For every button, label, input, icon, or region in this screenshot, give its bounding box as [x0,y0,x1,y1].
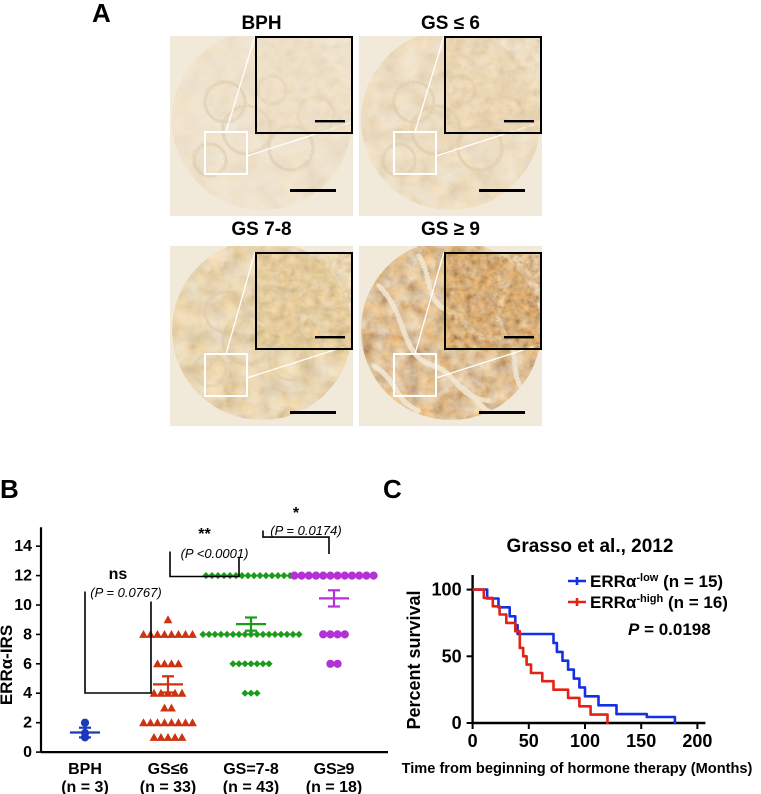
svg-text:Time from beginning of hormone: Time from beginning of hormone therapy (… [402,761,753,777]
svg-text:(P <0.0001): (P <0.0001) [181,546,249,561]
svg-text:10: 10 [14,597,32,614]
svg-text:100: 100 [432,580,462,600]
svg-text:*: * [293,505,300,522]
svg-text:50: 50 [519,731,539,751]
svg-text:50: 50 [442,646,462,666]
svg-text:BPH: BPH [68,761,102,778]
svg-text:0: 0 [468,731,478,751]
svg-text:0: 0 [452,713,462,733]
svg-text:(n = 43): (n = 43) [223,779,279,794]
svg-text:8: 8 [23,626,32,643]
svg-text:(n = 18): (n = 18) [306,779,362,794]
svg-text:P = 0.0198: P = 0.0198 [628,620,711,639]
svg-text:GS≥9: GS≥9 [314,761,355,778]
svg-text:2: 2 [23,715,32,732]
svg-text:100: 100 [570,731,600,751]
svg-text:(n = 3): (n = 3) [61,779,109,794]
svg-text:GS=7-8: GS=7-8 [223,761,279,778]
svg-text:ERRα-high (n = 16): ERRα-high (n = 16) [590,593,728,612]
svg-text:0: 0 [23,744,32,761]
svg-text:(P = 0.0767): (P = 0.0767) [90,585,161,600]
svg-text:ns: ns [109,566,128,583]
svg-text:Grasso et al., 2012: Grasso et al., 2012 [507,536,674,557]
svg-text:200: 200 [682,731,712,751]
svg-text:12: 12 [14,568,32,585]
svg-text:Percent survival: Percent survival [404,590,424,729]
svg-text:150: 150 [626,731,656,751]
svg-text:6: 6 [23,656,32,673]
svg-text:(n = 33): (n = 33) [140,779,196,794]
svg-text:GS≤6: GS≤6 [148,761,189,778]
svg-text:ERRα-low (n = 15): ERRα-low (n = 15) [590,572,723,591]
svg-text:(P = 0.0174): (P = 0.0174) [270,523,341,538]
svg-text:ERRα-IRS: ERRα-IRS [0,625,16,705]
svg-text:14: 14 [14,538,32,555]
svg-text:**: ** [198,526,211,543]
svg-text:4: 4 [23,685,32,702]
